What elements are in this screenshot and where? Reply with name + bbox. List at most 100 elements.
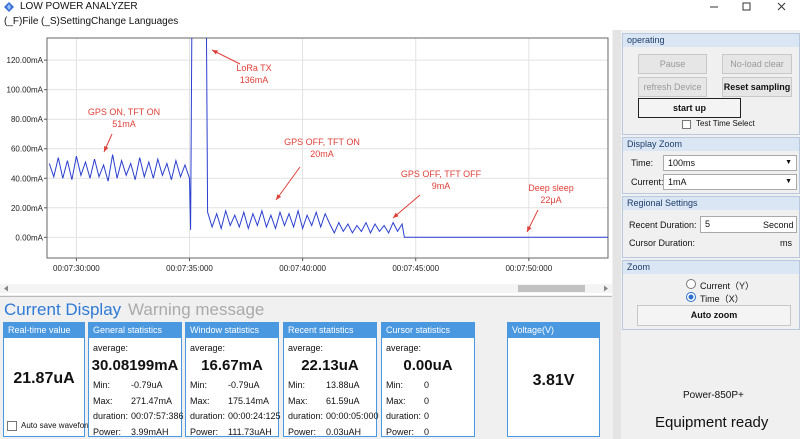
group-header: Zoom xyxy=(623,261,799,274)
arrow-head xyxy=(104,146,109,152)
stat-label: Max: xyxy=(93,395,113,406)
menu-item[interactable]: Change Languages xyxy=(91,16,179,27)
select-value: 100ms xyxy=(668,158,696,168)
annotation: LoRa TX xyxy=(236,63,271,73)
unit: Second xyxy=(763,220,794,230)
arrow-head xyxy=(212,50,218,55)
stat-label: Min: xyxy=(288,380,306,390)
stat-label: Max: xyxy=(386,395,406,406)
panel-header: Voltage(V) xyxy=(508,323,599,338)
annotation: 51mA xyxy=(112,119,136,129)
menu-item[interactable]: (_S)Setting xyxy=(41,16,92,27)
button[interactable]: start up xyxy=(638,98,741,118)
scroll-arrow xyxy=(604,285,608,292)
y-tick-label: 60.00mA xyxy=(11,145,44,154)
window-controls[interactable] xyxy=(700,0,800,14)
stat-value: 13.88uA xyxy=(326,380,360,390)
stat-value: 61.59uA xyxy=(326,395,360,406)
button[interactable]: Pause xyxy=(638,54,707,74)
radio-label: Current（Y） xyxy=(700,281,755,291)
group-header: operating xyxy=(623,34,799,47)
group-header: Regional Settings xyxy=(623,197,799,210)
stat-value: 0 xyxy=(424,427,430,438)
stat-value: 0 xyxy=(424,411,430,422)
arrow-head xyxy=(276,194,282,200)
panel-header: Recent statistics xyxy=(284,323,376,338)
scrollbar-thumb xyxy=(518,285,585,292)
stat-label: duration: xyxy=(288,411,324,422)
checkbox-label: Auto save waveform xyxy=(21,421,94,430)
unit: ms xyxy=(780,238,792,248)
zoom-group: Zoom Current（Y） Time（X） Auto zoom xyxy=(622,260,800,330)
title-bar: LOW POWER ANALYZER xyxy=(0,0,800,14)
average-label: average: xyxy=(288,343,324,353)
x-tick-label: 00:07:35:000 xyxy=(166,264,213,273)
average-value: 30.08199mA xyxy=(91,357,179,374)
label: Recent Duration: xyxy=(629,220,697,230)
stat-label: Max: xyxy=(190,395,210,406)
y-tick-label: 120.00mA xyxy=(7,56,44,65)
regional-group: Regional Settings Recent Duration: 5 Seco… xyxy=(622,196,800,258)
stat-label: Power: xyxy=(386,427,415,438)
scrollbar-track xyxy=(0,284,612,293)
arrow-head xyxy=(527,226,532,232)
operating-group: operating Pause No-load clear refresh De… xyxy=(622,33,800,135)
radio[interactable] xyxy=(686,279,696,289)
status: Equipment ready xyxy=(655,414,769,431)
annotation: 22μA xyxy=(540,195,561,205)
annotation: GPS OFF, TFT ON xyxy=(284,137,360,147)
annotation: Deep sleep xyxy=(528,183,574,193)
y-tick-label: 100.00mA xyxy=(7,86,44,95)
window-title: LOW POWER ANALYZER xyxy=(20,1,138,12)
tab[interactable]: Warning message xyxy=(128,300,265,319)
y-tick-label: 20.00mA xyxy=(11,204,44,213)
average-label: average: xyxy=(386,343,422,353)
x-tick-label: 00:07:45:000 xyxy=(392,264,439,273)
input[interactable]: 5 Second xyxy=(700,216,797,233)
annotation: 136mA xyxy=(240,75,269,85)
stat-value: 3.99mAH xyxy=(131,427,169,438)
plot-frame xyxy=(46,37,609,259)
stat-label: Min: xyxy=(386,380,404,390)
stat-value: 175.14mA xyxy=(228,395,270,406)
average-label: average: xyxy=(190,343,226,353)
select-value: 1mA xyxy=(668,177,687,187)
average-value: 16.67mA xyxy=(201,357,263,374)
stats-panel: Recent statistics average: 22.13uA Min: 13.8… xyxy=(283,322,379,438)
checkbox[interactable] xyxy=(7,421,17,431)
tab[interactable]: Current Display xyxy=(4,300,122,319)
x-tick-label: 00:07:30:000 xyxy=(53,264,100,273)
average-value: 0.00uA xyxy=(403,357,453,374)
panel-header: Real-time value xyxy=(4,323,84,338)
stat-value: 00:07:57:386 xyxy=(131,411,184,422)
button[interactable]: Auto zoom xyxy=(637,305,791,326)
stat-value: 0.03uAH xyxy=(326,427,362,438)
radio[interactable] xyxy=(686,292,696,302)
realtime-value: 21.87uA xyxy=(13,370,75,387)
chart: 0.00mA 20.00mA 40.00mA 60.00mA 80.00mA 100.00… xyxy=(0,30,612,295)
stat-value: 111.73uAH xyxy=(228,427,272,438)
button[interactable]: Reset sampling xyxy=(722,77,792,97)
label: Current: xyxy=(631,177,664,187)
x-tick-label: 00:07:50:000 xyxy=(505,264,552,273)
app-icon xyxy=(4,2,14,12)
stat-value: -0.79uA xyxy=(131,380,163,390)
label: Time: xyxy=(631,158,654,168)
panel-header: Window statistics xyxy=(186,323,278,338)
button[interactable]: No-load clear xyxy=(722,54,792,74)
input-value: 5 xyxy=(705,219,711,229)
button[interactable]: refresh Device xyxy=(638,77,707,97)
stat-value: -0.79uA xyxy=(228,380,260,390)
select[interactable]: 100ms ▼ xyxy=(663,155,797,171)
splitter xyxy=(613,30,621,439)
y-tick-label: 0.00mA xyxy=(15,233,43,242)
select[interactable]: 1mA ▼ xyxy=(663,174,797,190)
checkbox[interactable] xyxy=(682,120,691,129)
stat-value: 271.47mA xyxy=(131,395,173,406)
stat-label: Power: xyxy=(93,427,122,438)
menu-item[interactable]: (_F)File xyxy=(4,16,39,27)
divider xyxy=(0,296,612,297)
stats-panel: Cursor statistics average: 0.00uA Min: 0 Max:… xyxy=(381,322,475,437)
panel-header: General statistics xyxy=(89,323,181,338)
y-tick-label: 40.00mA xyxy=(11,174,44,183)
